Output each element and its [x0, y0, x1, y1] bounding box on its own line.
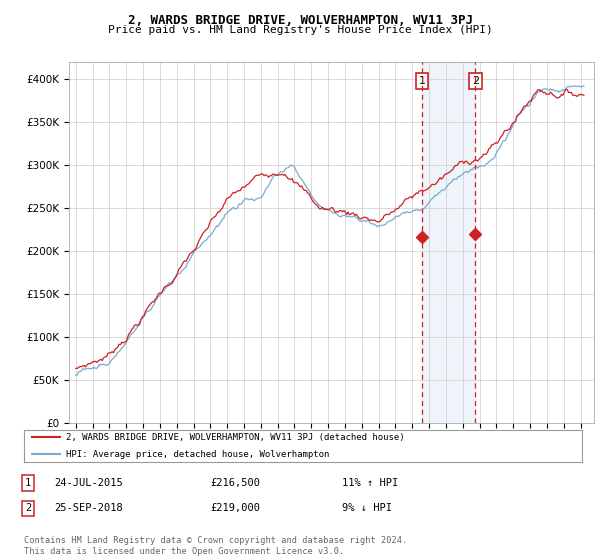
Text: 2, WARDS BRIDGE DRIVE, WOLVERHAMPTON, WV11 3PJ (detached house): 2, WARDS BRIDGE DRIVE, WOLVERHAMPTON, WV…	[66, 433, 404, 442]
Text: 1: 1	[25, 478, 31, 488]
Text: 24-JUL-2015: 24-JUL-2015	[54, 478, 123, 488]
Text: 2: 2	[472, 76, 479, 86]
Text: 25-SEP-2018: 25-SEP-2018	[54, 503, 123, 514]
Text: 11% ↑ HPI: 11% ↑ HPI	[342, 478, 398, 488]
Text: 9% ↓ HPI: 9% ↓ HPI	[342, 503, 392, 514]
Text: £219,000: £219,000	[210, 503, 260, 514]
Text: 2, WARDS BRIDGE DRIVE, WOLVERHAMPTON, WV11 3PJ: 2, WARDS BRIDGE DRIVE, WOLVERHAMPTON, WV…	[128, 14, 473, 27]
Text: 2: 2	[25, 503, 31, 514]
Text: 1: 1	[418, 76, 425, 86]
Text: Price paid vs. HM Land Registry's House Price Index (HPI): Price paid vs. HM Land Registry's House …	[107, 25, 493, 35]
Text: Contains HM Land Registry data © Crown copyright and database right 2024.
This d: Contains HM Land Registry data © Crown c…	[24, 536, 407, 556]
Text: HPI: Average price, detached house, Wolverhampton: HPI: Average price, detached house, Wolv…	[66, 450, 329, 459]
Bar	[422, 62, 475, 423]
Text: £216,500: £216,500	[210, 478, 260, 488]
